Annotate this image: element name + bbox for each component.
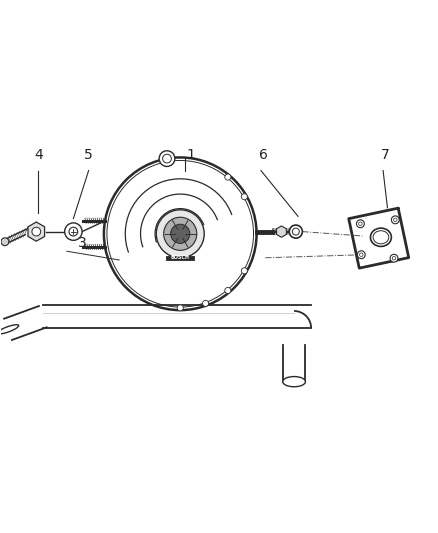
Text: 6: 6 bbox=[258, 148, 267, 162]
Circle shape bbox=[289, 225, 302, 238]
Ellipse shape bbox=[0, 325, 19, 334]
Circle shape bbox=[177, 305, 183, 311]
Ellipse shape bbox=[282, 376, 305, 387]
Circle shape bbox=[202, 300, 208, 306]
Text: 3: 3 bbox=[78, 236, 86, 249]
Text: 4: 4 bbox=[34, 148, 43, 162]
Text: 1: 1 bbox=[186, 148, 195, 162]
Circle shape bbox=[356, 220, 364, 228]
Circle shape bbox=[391, 216, 398, 224]
Text: 5: 5 bbox=[84, 148, 93, 162]
Circle shape bbox=[159, 151, 174, 166]
Circle shape bbox=[163, 217, 196, 251]
Text: BOSCH: BOSCH bbox=[170, 255, 189, 260]
Circle shape bbox=[241, 268, 247, 274]
Polygon shape bbox=[28, 222, 45, 241]
Circle shape bbox=[170, 224, 189, 244]
Circle shape bbox=[156, 210, 204, 258]
Circle shape bbox=[1, 238, 9, 246]
Circle shape bbox=[32, 227, 41, 236]
Text: 7: 7 bbox=[380, 148, 389, 162]
Circle shape bbox=[357, 251, 364, 259]
Circle shape bbox=[224, 174, 230, 180]
Circle shape bbox=[224, 287, 230, 294]
Polygon shape bbox=[276, 226, 286, 237]
Circle shape bbox=[389, 254, 397, 262]
Circle shape bbox=[241, 193, 247, 200]
Circle shape bbox=[64, 223, 82, 240]
